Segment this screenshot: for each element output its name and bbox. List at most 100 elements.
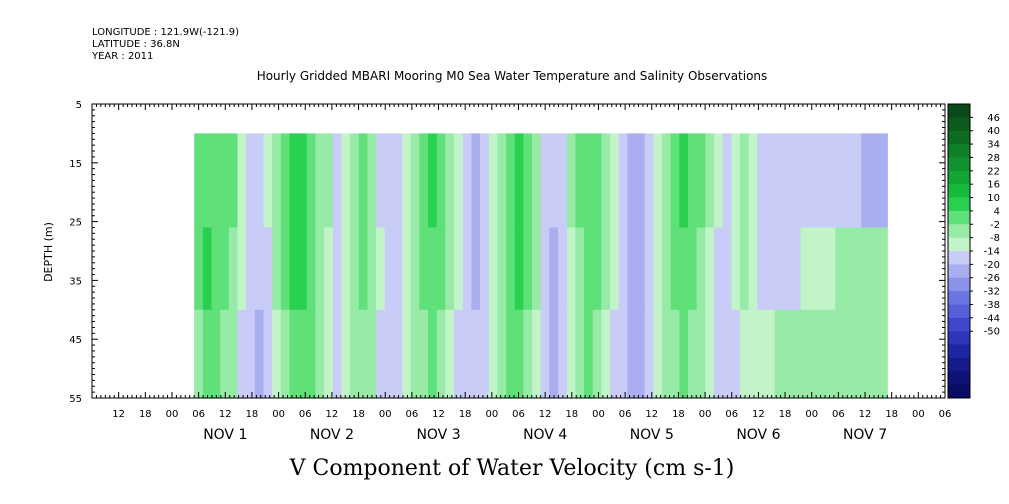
y-tick-label: 25 [69, 218, 82, 229]
heatmap-cell [549, 227, 559, 311]
heatmap-cell [861, 309, 871, 399]
colorbar-swatch [948, 291, 970, 305]
heatmap-cell [532, 133, 542, 229]
heatmap-cell [558, 309, 568, 399]
heatmap-cell [748, 309, 758, 399]
heatmap-cell [791, 133, 802, 229]
heatmap-cell [601, 133, 611, 229]
x-tick-label: 00 [912, 409, 925, 420]
x-day-label: NOV 7 [843, 427, 887, 443]
heatmap-cell [462, 133, 472, 229]
heatmap-cell [852, 133, 862, 229]
year-label: YEAR : 2011 [91, 51, 153, 62]
heatmap-cell [575, 227, 585, 311]
heatmap-cell [627, 133, 637, 229]
heatmap-cell [783, 227, 793, 311]
heatmap-cell [237, 133, 247, 229]
heatmap-cell [835, 227, 845, 311]
heatmap-cell [497, 227, 507, 311]
heatmap-cell [454, 133, 464, 229]
heatmap-cell [601, 309, 611, 399]
heatmap-cell [558, 133, 568, 229]
colorbar-label: 46 [987, 113, 1000, 124]
heatmap-cell [549, 133, 559, 229]
x-tick-label: 12 [539, 409, 552, 420]
heatmap-cell [791, 309, 802, 399]
colorbar-swatch [948, 304, 970, 319]
heatmap-cell [523, 227, 533, 311]
heatmap-cell [514, 227, 524, 311]
heatmap-cell [419, 309, 429, 399]
heatmap-cell [514, 309, 524, 399]
heatmap-cell [644, 133, 654, 229]
heatmap-cell [428, 309, 438, 399]
x-day-label: NOV 2 [310, 427, 354, 443]
heatmap-cell [540, 227, 550, 311]
heatmap-cell [713, 133, 724, 229]
x-tick-label: 12 [645, 409, 658, 420]
heatmap-cell [237, 227, 247, 311]
heatmap-cell [289, 133, 299, 229]
heatmap-cell [705, 309, 715, 399]
heatmap-cell [445, 133, 455, 229]
heatmap-cell [636, 227, 646, 311]
colorbar-swatch [948, 210, 970, 225]
x-day-label: NOV 6 [736, 427, 780, 443]
heatmap-cell [566, 309, 576, 399]
colorbar-label: 4 [994, 206, 1000, 217]
heatmap-cell [523, 309, 533, 399]
heatmap-cell [488, 309, 498, 399]
heatmap-cell [739, 227, 750, 311]
heatmap-cell [194, 227, 204, 311]
heatmap-cell [748, 227, 758, 311]
heatmap-cell [480, 309, 490, 399]
colorbar-swatch [948, 344, 970, 359]
heatmap-cell [774, 227, 784, 311]
heatmap-cell [211, 133, 221, 229]
heatmap-cell [445, 309, 455, 399]
heatmap-cell [402, 227, 412, 311]
colorbar: 46 40 34 28 22 16 10 4 -2 -8 -14 -20 -26 -32 -38 -44 -50 [947, 103, 1000, 399]
heatmap-cell [263, 133, 273, 229]
colorbar-swatch [948, 144, 970, 158]
x-tick-label: 06 [299, 409, 312, 420]
heatmap-cell [817, 227, 828, 311]
colorbar-swatch [948, 104, 970, 118]
heatmap-cell [306, 133, 317, 229]
heatmap-cell [280, 227, 291, 311]
heatmap-cell [497, 133, 507, 229]
heatmap-cell [610, 309, 620, 399]
heatmap-cell [696, 133, 706, 229]
heatmap-cell [332, 309, 343, 399]
heatmap-cell [324, 227, 334, 311]
heatmap-cell [384, 309, 395, 399]
heatmap-cell [809, 309, 819, 399]
x-tick-label: 18 [246, 409, 259, 420]
heatmap-cell [575, 309, 585, 399]
heatmap-cell [514, 133, 524, 229]
heatmap-cell [696, 227, 706, 311]
heatmap-cell [670, 133, 680, 229]
heatmap-cell [731, 309, 741, 399]
heatmap-cell [826, 227, 836, 311]
heatmap-cell [341, 227, 351, 311]
heatmap-cell [298, 133, 308, 229]
heatmap-cell [869, 227, 880, 311]
heatmap-cell [341, 133, 351, 229]
heatmap-cell [722, 133, 732, 229]
heatmap-cell [324, 133, 334, 229]
x-tick-label: 12 [859, 409, 872, 420]
colorbar-label: 10 [987, 193, 1000, 204]
x-tick-label: 18 [565, 409, 578, 420]
x-tick-label: 18 [885, 409, 898, 420]
heatmap-cell [722, 309, 732, 399]
heatmap-cell [228, 227, 239, 311]
heatmap-cell [670, 309, 680, 399]
heatmap-cell [592, 309, 602, 399]
heatmap-cell [757, 227, 767, 311]
heatmap-cell [852, 309, 862, 399]
heatmap-cell [393, 133, 403, 229]
heatmap-cell [246, 133, 256, 229]
heatmap-cell [644, 309, 654, 399]
